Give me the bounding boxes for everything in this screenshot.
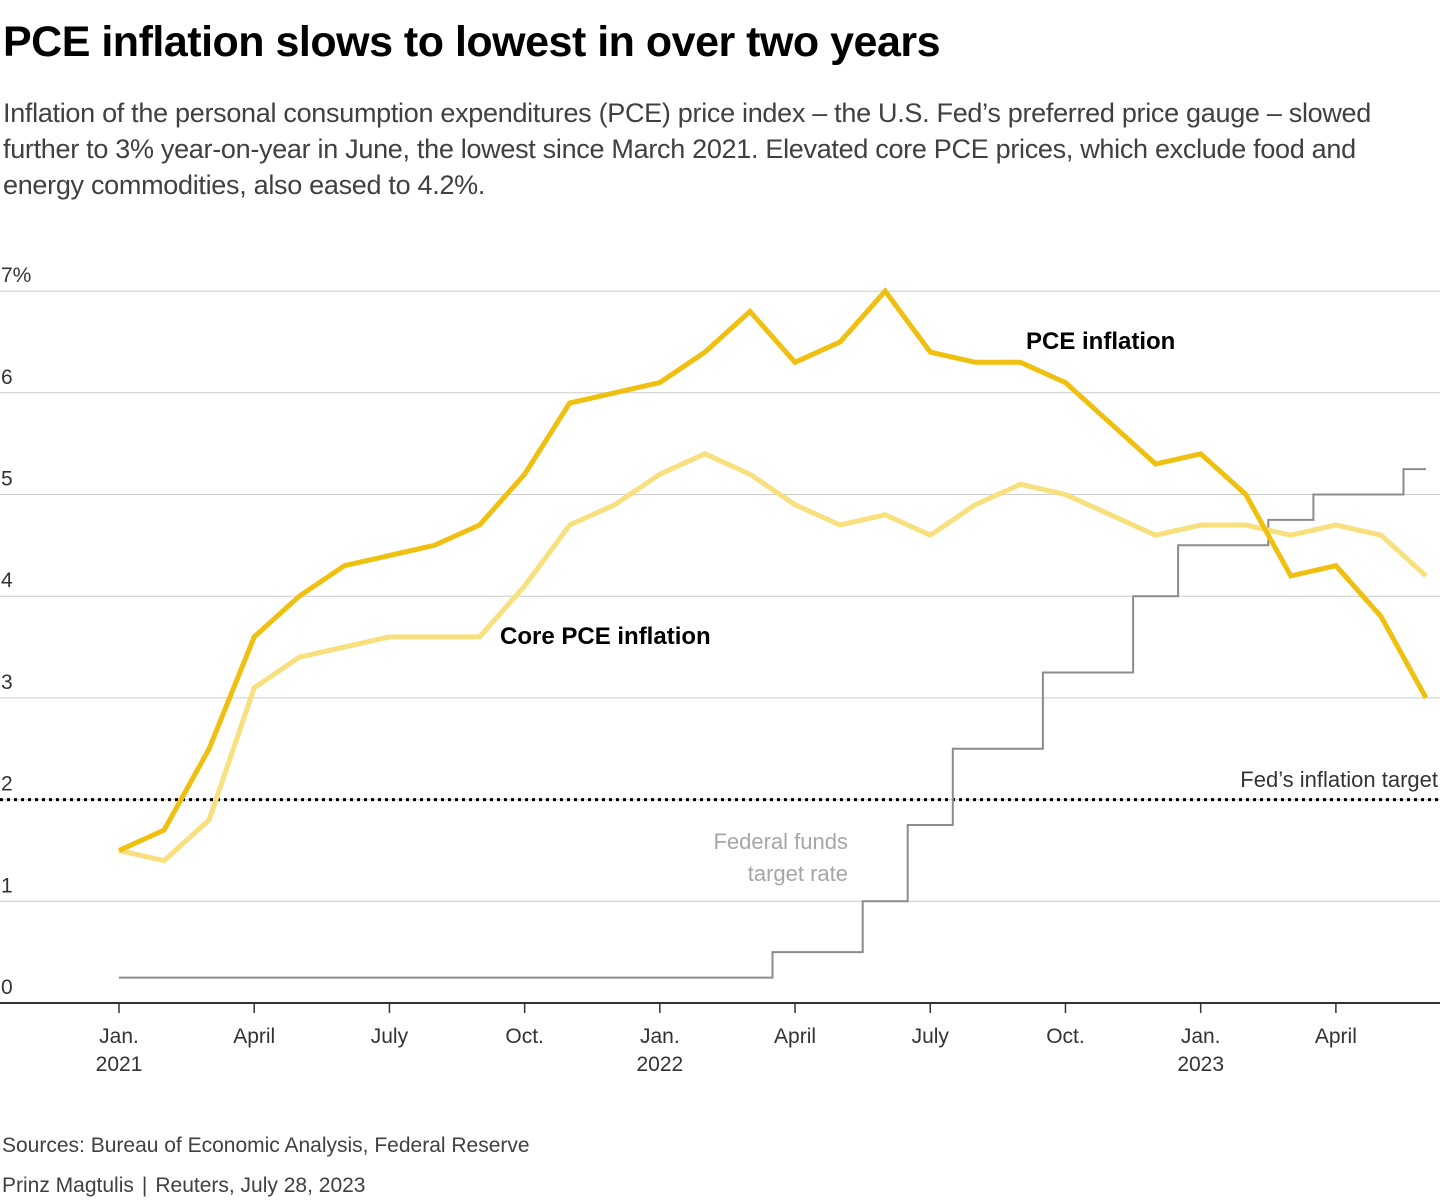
x-tick-label: Oct. [505, 1025, 544, 1048]
x-tick-label: July [912, 1025, 950, 1048]
y-tick-label: 5 [1, 468, 13, 491]
y-tick-label: 7% [1, 264, 31, 287]
y-axis-ticks: 0 1 2 3 4 5 6 7% [1, 264, 31, 999]
fed-funds-step-line [119, 468, 1426, 979]
chart-subtitle: Inflation of the personal consumption ex… [3, 98, 1371, 200]
fed-funds-label-line2: target rate [748, 861, 848, 886]
core-pce-series [118, 451, 1428, 864]
chart-title: PCE inflation slows to lowest in over tw… [3, 18, 941, 66]
x-tick-label: Jan. [99, 1025, 139, 1048]
x-tick-year-label: 2022 [636, 1053, 683, 1076]
x-tick-label: April [774, 1025, 816, 1048]
x-tick-year-label: 2021 [96, 1053, 143, 1076]
core-pce-series-label: Core PCE inflation [500, 623, 711, 650]
x-tick-label: Jan. [1181, 1025, 1221, 1048]
pce-series-label: PCE inflation [1026, 328, 1175, 355]
y-tick-label: 4 [1, 569, 13, 592]
fed-funds-series [119, 468, 1426, 979]
x-tick-label: April [1315, 1025, 1357, 1048]
line-chart: 0 1 2 3 4 5 6 7% Jan. 2021 April July Oct. Jan. 2022 A… [0, 264, 1440, 1076]
x-tick-year-label: 2023 [1177, 1053, 1224, 1076]
pce-line [117, 287, 1429, 853]
author-name: Prinz Magtulis [2, 1174, 134, 1197]
series-labels: PCE inflation Core PCE inflation Federal… [500, 328, 1438, 886]
y-tick-label: 0 [1, 976, 13, 999]
y-tick-label: 6 [1, 366, 13, 389]
credit-line: Prinz Magtulis | Reuters, July 28, 2023 [2, 1174, 365, 1198]
publisher-date: Reuters, July 28, 2023 [155, 1174, 366, 1197]
core-pce-line [118, 451, 1428, 864]
x-tick-label: July [371, 1025, 409, 1048]
sources-note: Sources: Bureau of Economic Analysis, Fe… [2, 1134, 530, 1157]
inflation-target-label: Fed’s inflation target [1240, 767, 1438, 792]
x-tick-label: Jan. [640, 1025, 680, 1048]
x-tick-label: April [233, 1025, 275, 1048]
credit-separator: | [141, 1174, 148, 1197]
x-tick-label: Oct. [1046, 1025, 1085, 1048]
fed-funds-label-line1: Federal funds [713, 829, 848, 854]
y-tick-label: 1 [1, 874, 13, 897]
pce-series [117, 287, 1429, 853]
y-tick-label: 2 [1, 773, 13, 796]
grid-lines [0, 290, 1440, 902]
y-tick-label: 3 [1, 671, 13, 694]
x-axis: Jan. 2021 April July Oct. Jan. 2022 April July Oc… [0, 1002, 1440, 1076]
